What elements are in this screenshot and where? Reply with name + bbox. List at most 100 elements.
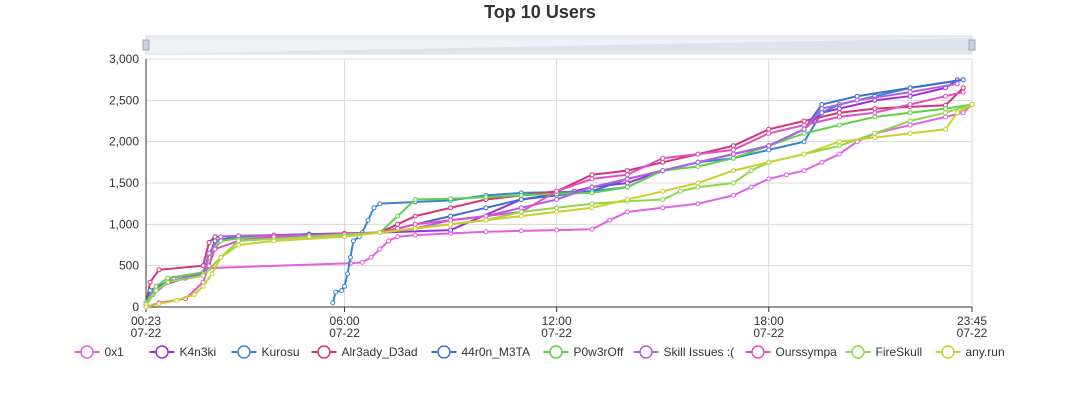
data-point	[766, 130, 772, 136]
series-line	[145, 103, 973, 308]
y-tick-label: 1,000	[109, 217, 139, 231]
data-point	[200, 283, 206, 289]
data-point	[954, 110, 960, 116]
data-point	[836, 114, 842, 120]
data-point	[907, 102, 913, 107]
data-zoom-slider[interactable]	[142, 35, 976, 55]
legend-item[interactable]: Ourssympa	[745, 345, 838, 359]
y-tick-label: 500	[119, 259, 139, 273]
x-tick-label: 18:00	[754, 314, 784, 328]
data-point	[368, 254, 374, 260]
legend-label: P0w3rOff	[574, 345, 624, 359]
data-point	[801, 139, 807, 145]
x-tick-label: 06:00	[330, 314, 360, 328]
data-point	[960, 77, 966, 83]
data-point	[206, 263, 212, 269]
data-point	[943, 110, 948, 116]
legend-marker-icon	[639, 345, 653, 359]
y-tick-label: 3,000	[109, 52, 139, 66]
data-point	[589, 184, 595, 190]
data-point	[377, 246, 383, 252]
data-point	[766, 126, 772, 132]
data-point	[156, 301, 162, 307]
y-tick-label: 2,000	[109, 135, 139, 149]
data-point	[801, 151, 807, 157]
data-point	[872, 106, 878, 112]
data-point	[554, 188, 560, 194]
data-point	[624, 209, 630, 215]
data-zoom-left-handle[interactable]	[142, 39, 150, 51]
data-point	[589, 226, 595, 232]
data-point	[819, 159, 825, 165]
legend-item[interactable]: K4n3ki	[149, 345, 217, 359]
data-point	[483, 213, 489, 219]
data-point	[330, 300, 336, 306]
data-point	[518, 205, 524, 211]
data-point	[342, 283, 347, 289]
data-point	[218, 254, 224, 260]
series-layer	[143, 77, 975, 310]
data-point	[607, 217, 613, 223]
data-point	[236, 233, 241, 239]
legend-item[interactable]: Kurosu	[231, 345, 300, 359]
series-5	[143, 102, 975, 306]
data-point	[730, 168, 736, 174]
data-point	[730, 155, 736, 161]
data-point	[801, 118, 807, 124]
data-point	[695, 159, 701, 165]
legend-item[interactable]: Alr3ady_D3ad	[311, 345, 418, 359]
data-point	[412, 197, 418, 202]
legend-label: Ourssympa	[776, 345, 838, 359]
data-point	[147, 288, 153, 293]
data-point	[660, 188, 666, 194]
data-point	[801, 126, 807, 132]
data-point	[907, 130, 913, 136]
data-point	[206, 240, 212, 245]
data-point	[854, 97, 860, 103]
data-point	[819, 102, 825, 107]
data-point	[165, 279, 171, 285]
data-point	[907, 89, 913, 95]
legend-item[interactable]: 44r0n_M3TA	[431, 345, 530, 359]
series-0	[143, 102, 975, 310]
data-point	[395, 221, 401, 227]
data-point	[943, 93, 948, 99]
data-point	[872, 110, 878, 116]
data-point	[624, 180, 630, 186]
legend-item[interactable]: FireSkull	[845, 345, 923, 359]
legend-item[interactable]: any.run	[935, 345, 1005, 359]
data-point	[200, 273, 206, 279]
legend-label: Alr3ady_D3ad	[342, 345, 418, 359]
data-zoom-right-handle[interactable]	[968, 39, 976, 51]
data-point	[854, 93, 860, 99]
data-point	[748, 184, 754, 190]
data-point	[271, 238, 277, 244]
legend-item[interactable]: Skill Issues :(	[633, 345, 735, 359]
series-2	[330, 77, 966, 306]
data-point	[695, 184, 701, 190]
data-point	[554, 197, 560, 202]
data-point	[589, 205, 595, 211]
data-point	[143, 304, 149, 310]
data-point	[589, 172, 595, 178]
data-point	[236, 238, 241, 244]
data-point	[339, 288, 345, 293]
data-point	[554, 205, 560, 211]
data-point	[660, 205, 666, 211]
legend-item[interactable]: 0x1	[74, 345, 125, 359]
data-point	[624, 176, 630, 182]
data-point	[836, 110, 842, 116]
y-tick-label: 2,500	[109, 93, 139, 107]
data-point	[206, 250, 212, 256]
data-point	[695, 180, 701, 186]
legend-label: 44r0n_M3TA	[462, 345, 530, 359]
data-point	[954, 81, 960, 87]
data-point	[907, 122, 913, 128]
data-point	[448, 221, 454, 227]
data-point	[943, 114, 948, 120]
data-point	[730, 180, 736, 186]
data-point	[624, 184, 630, 190]
legend-item[interactable]: P0w3rOff	[543, 345, 624, 359]
axes: 05001,0001,5002,0002,5003,00000:2307-220…	[109, 52, 988, 340]
data-point	[907, 118, 913, 124]
